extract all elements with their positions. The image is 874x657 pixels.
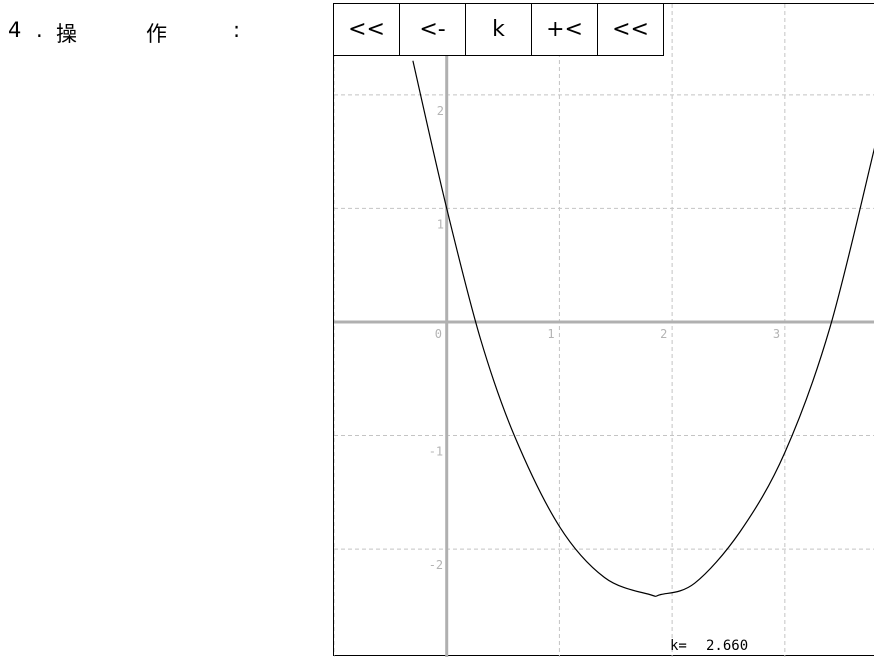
k-readout-label: k=	[670, 638, 687, 654]
step-back-button[interactable]: <-	[400, 4, 466, 56]
fast-forward-button[interactable]: <<	[598, 4, 664, 56]
heading-char-2: 作	[146, 22, 167, 46]
k-button[interactable]: k	[466, 4, 532, 56]
grid	[334, 4, 874, 657]
heading-char-1: 操	[56, 22, 77, 46]
fast-back-button[interactable]: <<	[334, 4, 400, 56]
toolbar: << <- k +< <<	[334, 4, 664, 56]
y-tick-label: 1	[437, 217, 444, 231]
section-heading: 4 . 操 作 :	[0, 0, 300, 60]
y-tick-label: 2	[437, 104, 444, 118]
parabola-curve	[412, 60, 874, 597]
x-tick-label: 1	[547, 327, 554, 341]
graph-canvas[interactable]: 0 1 2 3 2 1 -1 -2 k= 2.660	[334, 4, 874, 657]
step-forward-button[interactable]: +<	[532, 4, 598, 56]
y-tick-label: -2	[429, 558, 443, 572]
heading-colon: :	[233, 18, 241, 42]
graph-panel: << <- k +< << 0 1 2 3 2 1 -1 -2 k= 2.660	[333, 3, 874, 657]
x-tick-label: 3	[773, 327, 780, 341]
heading-dot: .	[36, 18, 43, 42]
tick-labels: 0 1 2 3 2 1 -1 -2	[429, 104, 780, 572]
x-tick-label: 0	[435, 327, 442, 341]
k-readout-value: 2.660	[706, 638, 748, 654]
heading-number: 4	[8, 18, 22, 42]
axes	[334, 4, 874, 657]
y-tick-label: -1	[429, 445, 443, 459]
x-tick-label: 2	[660, 327, 667, 341]
